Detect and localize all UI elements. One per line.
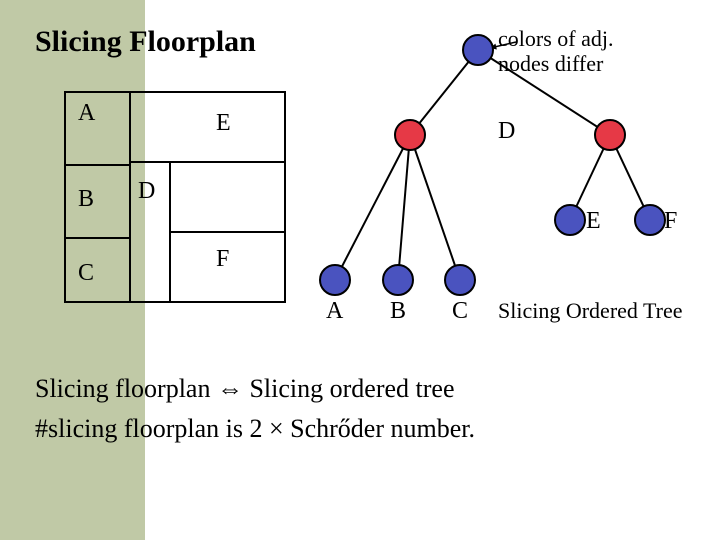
floorplan-label-A: A [78, 100, 95, 127]
floorplan-label-C: C [78, 260, 94, 287]
tree-label-E: E [586, 208, 601, 235]
floorplan-label-B: B [78, 186, 94, 213]
body-line2: #slicing floorplan is 2 × Schrőder numbe… [35, 414, 475, 444]
floorplan-label-E: E [216, 110, 231, 137]
tree-svg [0, 0, 720, 540]
tree-label-D: D [498, 118, 515, 145]
tree-label-A: A [326, 298, 343, 325]
tree-label-C: C [452, 298, 468, 325]
floorplan-label-F: F [216, 246, 229, 273]
tree-caption: Slicing Ordered Tree [498, 298, 683, 324]
floorplan-label-D: D [138, 178, 155, 205]
tree-label-B: B [390, 298, 406, 325]
tree-label-F: F [664, 208, 677, 235]
body-line1: Slicing floorplan ⇔ Slicing ordered tree [35, 374, 455, 404]
